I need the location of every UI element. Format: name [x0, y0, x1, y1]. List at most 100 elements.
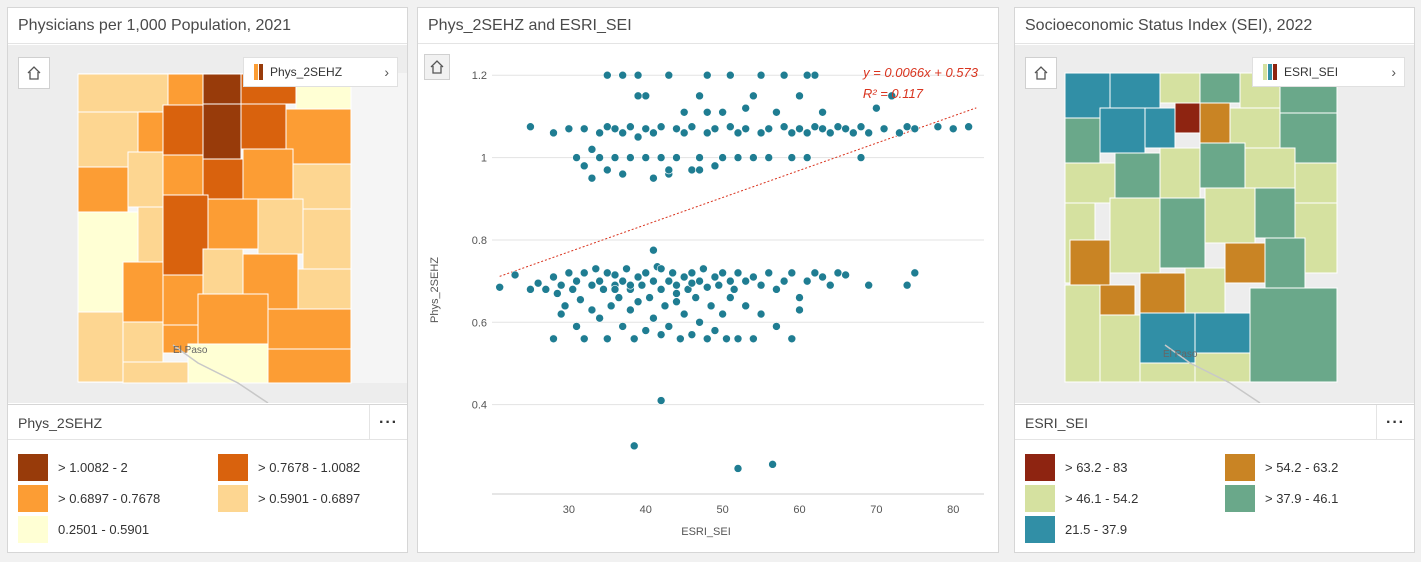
scatter-point[interactable]: [695, 91, 704, 101]
scatter-point[interactable]: [756, 280, 766, 290]
scatter-point[interactable]: [641, 91, 651, 101]
scatter-point[interactable]: [560, 301, 570, 311]
scatter-point[interactable]: [948, 124, 958, 134]
scatter-point[interactable]: [772, 322, 781, 331]
scatter-point[interactable]: [526, 122, 535, 132]
scatter-point[interactable]: [733, 128, 743, 138]
scatter-point[interactable]: [795, 91, 804, 101]
scatter-point[interactable]: [772, 285, 781, 294]
scatter-point[interactable]: [579, 334, 589, 344]
scatter-point[interactable]: [549, 334, 558, 344]
scatter-point[interactable]: [649, 276, 658, 286]
scatter-point[interactable]: [610, 285, 620, 294]
scatter-point[interactable]: [568, 285, 578, 294]
scatter-point[interactable]: [656, 285, 666, 294]
scatter-point[interactable]: [553, 289, 562, 298]
scatter-point[interactable]: [587, 280, 597, 290]
scatter-point[interactable]: [572, 153, 581, 162]
scatter-point[interactable]: [825, 128, 835, 138]
scatter-point[interactable]: [702, 334, 712, 344]
scatter-point[interactable]: [741, 301, 750, 311]
scatter-point[interactable]: [841, 270, 850, 280]
scatter-point[interactable]: [849, 128, 858, 138]
scatter-point[interactable]: [691, 293, 701, 302]
scatter-point[interactable]: [818, 107, 827, 117]
scatter-point[interactable]: [795, 124, 804, 134]
scatter-point[interactable]: [718, 153, 727, 162]
scatter-point[interactable]: [687, 278, 697, 288]
scatter-point[interactable]: [795, 293, 804, 302]
scatter-point[interactable]: [706, 301, 716, 311]
scatter-point[interactable]: [818, 124, 827, 134]
home-button[interactable]: [18, 57, 50, 89]
scatter-point[interactable]: [702, 70, 712, 80]
scatter-point[interactable]: [579, 161, 589, 171]
scatter-point[interactable]: [649, 128, 658, 138]
scatter-point[interactable]: [756, 309, 766, 319]
scatter-point[interactable]: [626, 122, 635, 132]
scatter-point[interactable]: [679, 128, 689, 138]
scatter-point[interactable]: [672, 280, 681, 290]
scatter-point[interactable]: [526, 285, 535, 294]
scatter-point[interactable]: [564, 124, 574, 134]
scatter-point[interactable]: [556, 280, 566, 290]
scatter-point[interactable]: [764, 268, 774, 278]
scatter-point[interactable]: [533, 278, 543, 288]
scatter-point[interactable]: [687, 165, 697, 175]
scatter-point[interactable]: [610, 124, 620, 134]
scatter-point[interactable]: [656, 153, 666, 162]
scatter-point[interactable]: [622, 264, 631, 274]
scatter-point[interactable]: [672, 289, 681, 298]
scatter-point[interactable]: [576, 295, 585, 304]
scatter-point[interactable]: [733, 153, 743, 162]
legend-toggle-button[interactable]: ESRI_SEI ›: [1252, 57, 1405, 87]
scatter-point[interactable]: [768, 460, 777, 469]
scatter-point[interactable]: [895, 128, 904, 138]
scatter-point[interactable]: [856, 153, 866, 162]
scatter-point[interactable]: [683, 285, 693, 294]
sei-map[interactable]: ESRI_SEI › El Paso: [1015, 45, 1414, 403]
scatter-point[interactable]: [579, 268, 589, 278]
scatter-point[interactable]: [749, 153, 758, 162]
scatter-point[interactable]: [787, 268, 797, 278]
scatter-point[interactable]: [664, 322, 674, 331]
scatter-point[interactable]: [629, 334, 639, 344]
scatter-point[interactable]: [714, 280, 724, 290]
scatter-point[interactable]: [749, 272, 758, 282]
scatter-point[interactable]: [841, 124, 850, 134]
scatter-point[interactable]: [595, 128, 604, 138]
scatter-point[interactable]: [618, 276, 627, 286]
scatter-point[interactable]: [579, 124, 589, 134]
scatter-point[interactable]: [726, 70, 735, 80]
scatter-point[interactable]: [756, 128, 766, 138]
scatter-point[interactable]: [887, 91, 897, 101]
scatter-point[interactable]: [679, 309, 689, 319]
scatter-point[interactable]: [641, 326, 651, 335]
scatter-point[interactable]: [672, 124, 681, 134]
scatter-point[interactable]: [702, 128, 712, 138]
scatter-point[interactable]: [810, 268, 820, 278]
scatter-point[interactable]: [733, 268, 743, 278]
scatter-point[interactable]: [729, 285, 739, 294]
scatter-point[interactable]: [787, 153, 797, 162]
scatter-point[interactable]: [710, 326, 720, 335]
scatter-point[interactable]: [603, 70, 612, 80]
scatter-point[interactable]: [591, 264, 601, 274]
scatter-point[interactable]: [710, 161, 720, 171]
scatter-point[interactable]: [718, 309, 727, 319]
scatter-point[interactable]: [641, 153, 651, 162]
scatter-point[interactable]: [702, 107, 712, 117]
scatter-point[interactable]: [656, 264, 666, 274]
legend-toggle-button[interactable]: Phys_2SEHZ ›: [243, 57, 398, 87]
scatter-point[interactable]: [933, 122, 943, 132]
scatter-point[interactable]: [687, 330, 697, 339]
scatter-point[interactable]: [664, 70, 674, 80]
scatter-point[interactable]: [495, 282, 504, 292]
scatter-point[interactable]: [595, 313, 604, 323]
scatter-point[interactable]: [660, 301, 670, 311]
scatter-point[interactable]: [726, 122, 735, 132]
scatter-point[interactable]: [864, 128, 873, 138]
scatter-point[interactable]: [902, 280, 912, 290]
scatter-point[interactable]: [637, 280, 647, 290]
scatter-point[interactable]: [649, 173, 658, 183]
